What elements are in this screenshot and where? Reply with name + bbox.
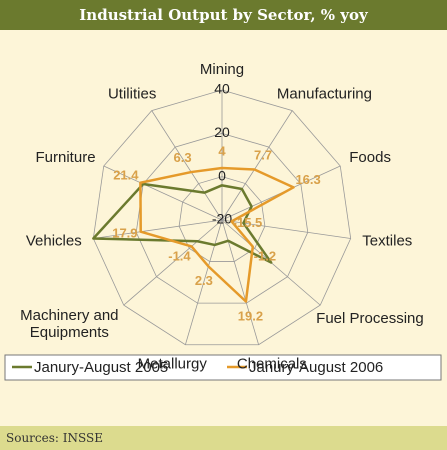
source: Sources: INSSE bbox=[0, 426, 447, 450]
grid-ring bbox=[92, 89, 352, 346]
axis-spoke bbox=[151, 110, 223, 221]
value-label: 19.2 bbox=[238, 308, 263, 323]
category-label: Mining bbox=[199, 61, 245, 78]
series-line bbox=[92, 182, 273, 264]
chart-title: Industrial Output by Sector, % yoy bbox=[0, 0, 447, 30]
value-label: 17.9 bbox=[112, 225, 137, 240]
category-label: Machinery and Equipments bbox=[20, 307, 119, 342]
value-label: -1.2 bbox=[254, 249, 276, 264]
category-label: Vehicles bbox=[25, 232, 82, 250]
axis-spoke bbox=[184, 219, 223, 345]
grid-ring bbox=[178, 176, 266, 262]
axis-spoke bbox=[123, 219, 223, 306]
axis-spoke bbox=[221, 110, 293, 221]
value-label: -15.5 bbox=[233, 215, 263, 230]
legend-label: Janury-August 2006 bbox=[249, 359, 383, 376]
legend-label: Janury-August 2005 bbox=[34, 359, 168, 376]
category-label: Fuel Processing bbox=[316, 310, 424, 328]
axis-spoke bbox=[93, 219, 223, 239]
series-line bbox=[139, 166, 295, 303]
category-label: Chemicals bbox=[236, 355, 307, 373]
category-label: Manufacturing bbox=[276, 84, 372, 102]
category-label: Utilities bbox=[107, 84, 157, 102]
value-label: 2.3 bbox=[195, 273, 213, 288]
category-label: Foods bbox=[349, 148, 391, 166]
y-tick-label: 40 bbox=[214, 81, 230, 97]
value-label: 16.3 bbox=[295, 172, 320, 187]
value-label: 6.3 bbox=[174, 150, 192, 165]
value-label: -1.4 bbox=[168, 248, 191, 263]
y-tick-label: -20 bbox=[212, 211, 232, 227]
y-tick-label: 20 bbox=[214, 124, 230, 140]
grid-ring bbox=[135, 132, 309, 304]
category-label: Textiles bbox=[362, 232, 413, 250]
y-tick-label: 0 bbox=[218, 167, 226, 183]
category-label: Furniture bbox=[35, 148, 96, 166]
value-label: 7.7 bbox=[254, 147, 272, 162]
category-label: Metallurgy bbox=[137, 355, 207, 373]
value-label: 4 bbox=[218, 143, 226, 158]
value-label: 21.4 bbox=[113, 168, 139, 183]
legend-box bbox=[4, 354, 442, 381]
axis-spoke bbox=[103, 165, 223, 221]
